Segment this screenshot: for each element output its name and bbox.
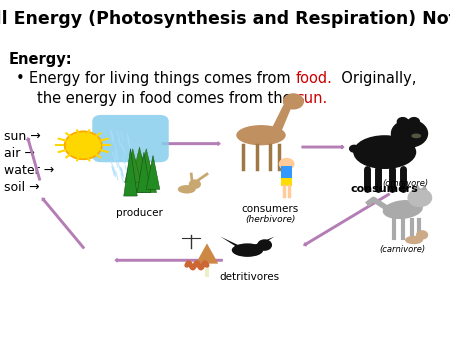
Circle shape bbox=[350, 145, 359, 152]
Ellipse shape bbox=[353, 135, 416, 169]
Text: Originally,: Originally, bbox=[333, 71, 417, 86]
Polygon shape bbox=[250, 237, 274, 247]
Text: Cell Energy (Photosynthesis and Respiration) Notes: Cell Energy (Photosynthesis and Respirat… bbox=[0, 10, 450, 28]
Text: consumers: consumers bbox=[241, 204, 299, 215]
Circle shape bbox=[408, 189, 432, 207]
Circle shape bbox=[65, 131, 102, 159]
Polygon shape bbox=[270, 105, 292, 132]
Polygon shape bbox=[124, 149, 137, 196]
Circle shape bbox=[417, 231, 428, 239]
Polygon shape bbox=[131, 147, 148, 181]
Bar bbox=[281, 166, 292, 179]
Polygon shape bbox=[125, 149, 141, 183]
Text: (omnivore): (omnivore) bbox=[382, 179, 428, 188]
Ellipse shape bbox=[405, 236, 423, 244]
Circle shape bbox=[258, 240, 271, 250]
Text: air →: air → bbox=[4, 147, 36, 160]
Text: producer: producer bbox=[116, 208, 163, 218]
Polygon shape bbox=[146, 155, 160, 189]
Text: water →: water → bbox=[4, 164, 55, 177]
Text: •: • bbox=[16, 71, 24, 86]
Text: (carnivore): (carnivore) bbox=[380, 245, 426, 254]
Ellipse shape bbox=[411, 134, 421, 138]
Polygon shape bbox=[138, 149, 154, 183]
Circle shape bbox=[392, 120, 428, 147]
Ellipse shape bbox=[382, 200, 423, 219]
Circle shape bbox=[284, 94, 303, 109]
Polygon shape bbox=[220, 237, 245, 248]
Text: sun →: sun → bbox=[4, 130, 41, 143]
Polygon shape bbox=[137, 152, 151, 193]
Polygon shape bbox=[196, 243, 218, 264]
Polygon shape bbox=[421, 185, 427, 190]
Circle shape bbox=[397, 118, 408, 126]
Circle shape bbox=[279, 159, 294, 169]
Text: detritivores: detritivores bbox=[220, 272, 280, 282]
Polygon shape bbox=[134, 155, 150, 189]
Text: food.: food. bbox=[296, 71, 333, 86]
Text: (herbivore): (herbivore) bbox=[245, 215, 295, 224]
Ellipse shape bbox=[178, 185, 196, 193]
Circle shape bbox=[409, 118, 419, 126]
Polygon shape bbox=[140, 159, 157, 193]
Text: consumers: consumers bbox=[351, 184, 418, 194]
Polygon shape bbox=[415, 184, 421, 190]
Text: Energy for living things comes from: Energy for living things comes from bbox=[29, 71, 296, 86]
Ellipse shape bbox=[232, 243, 263, 257]
Text: the energy in food comes from the: the energy in food comes from the bbox=[37, 91, 297, 106]
Bar bbox=[281, 178, 292, 186]
Bar bbox=[205, 264, 209, 277]
Polygon shape bbox=[127, 159, 143, 193]
Text: sun.: sun. bbox=[297, 91, 328, 106]
Text: Energy:: Energy: bbox=[9, 52, 72, 67]
Ellipse shape bbox=[236, 125, 286, 145]
Circle shape bbox=[189, 180, 200, 188]
FancyBboxPatch shape bbox=[92, 115, 169, 162]
Text: soil →: soil → bbox=[4, 181, 40, 194]
